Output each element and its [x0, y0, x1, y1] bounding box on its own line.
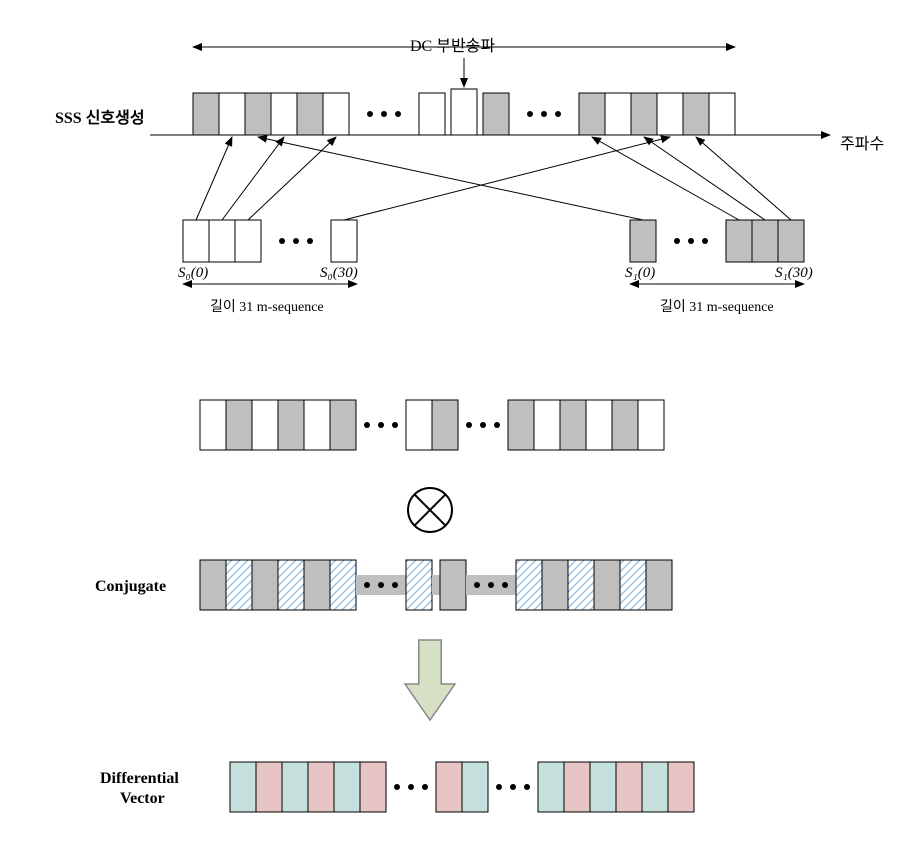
- s0-end-label: S₀(30): [320, 265, 358, 282]
- s1-end-label: S₁(30): [775, 265, 813, 282]
- sss-signal-label: SSS 신호생성: [55, 104, 145, 128]
- s1-start-label: S₁(0): [625, 265, 655, 282]
- conjugate-label: Conjugate: [95, 578, 166, 596]
- seq-label-left: 길이 31 m-sequence: [210, 296, 324, 316]
- frequency-label: 주파수: [840, 130, 884, 154]
- diff-vector-label-2: Vector: [120, 790, 165, 808]
- s0-start-label: S₀(0): [178, 265, 208, 282]
- diagram-canvas: [0, 0, 915, 854]
- seq-label-right: 길이 31 m-sequence: [660, 296, 774, 316]
- diff-vector-label-1: Differential: [100, 770, 179, 788]
- dc-subcarrier-label: DC 부반송파: [410, 32, 495, 56]
